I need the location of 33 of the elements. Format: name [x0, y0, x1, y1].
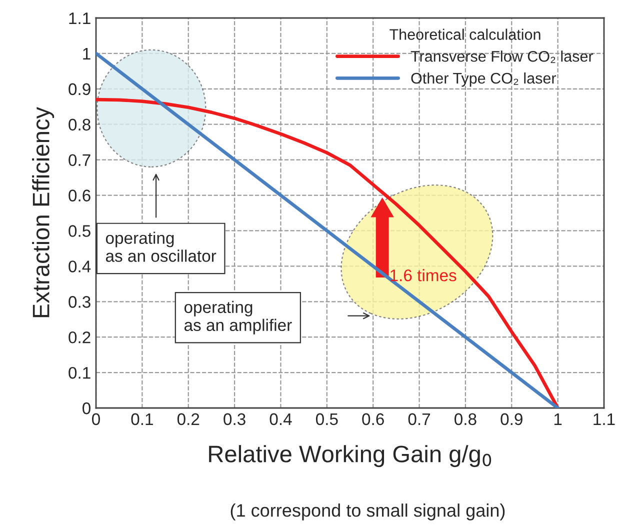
x-tick-label: 0.4 [270, 413, 292, 426]
x-tick-label: 0.6 [362, 413, 384, 426]
y-tick-label: 0.1 [68, 366, 90, 379]
x-tick-label: 0 [92, 413, 100, 426]
x-tick-label: 1 [554, 413, 562, 425]
y-tick-label: 0.9 [68, 83, 90, 96]
y-tick-label: 0.6 [68, 190, 90, 202]
y-tick-label: 1 [83, 48, 90, 60]
x-tick-label: 0.2 [177, 413, 200, 426]
y-tick-label: 0.8 [68, 118, 90, 131]
y-tick-label: 0 [82, 402, 90, 414]
y-tick-label: 0.2 [68, 331, 90, 344]
x-tick-label: 0.5 [316, 413, 338, 426]
x-tick-label: 0.9 [500, 413, 522, 426]
text: (1 correspond to small signal gain) [230, 504, 505, 520]
x-tick-label: 0.1 [131, 413, 153, 426]
x-tick-label: 1.1 [594, 413, 615, 425]
annotation: 1.6 times [390, 269, 456, 282]
x-tick-label: 0.7 [408, 413, 430, 426]
y-tick-label: 0.5 [68, 225, 90, 237]
legend-label: Transverse Flow CO₂ laser [410, 50, 594, 63]
legend-label: Other Type CO₂ laser [411, 72, 556, 87]
x-tick-label: 0.3 [224, 413, 246, 426]
legend-title: Theoretical calculation [390, 28, 540, 40]
x-tick-label: 0.8 [454, 413, 476, 426]
annotation: operating as an amplifier [184, 300, 292, 334]
y-tick-label: 0.3 [68, 296, 90, 308]
y-tick-label: 0.7 [68, 154, 90, 166]
y-tick-label: 1.1 [69, 12, 90, 24]
x-axis-title: Relative Working Gain g/g$_{0}$ [209, 445, 492, 468]
y-tick-label: 0.4 [68, 260, 91, 272]
y-axis-title: Extraction Efficiency [32, 106, 54, 318]
annotation: operating as an oscillator [106, 232, 216, 262]
